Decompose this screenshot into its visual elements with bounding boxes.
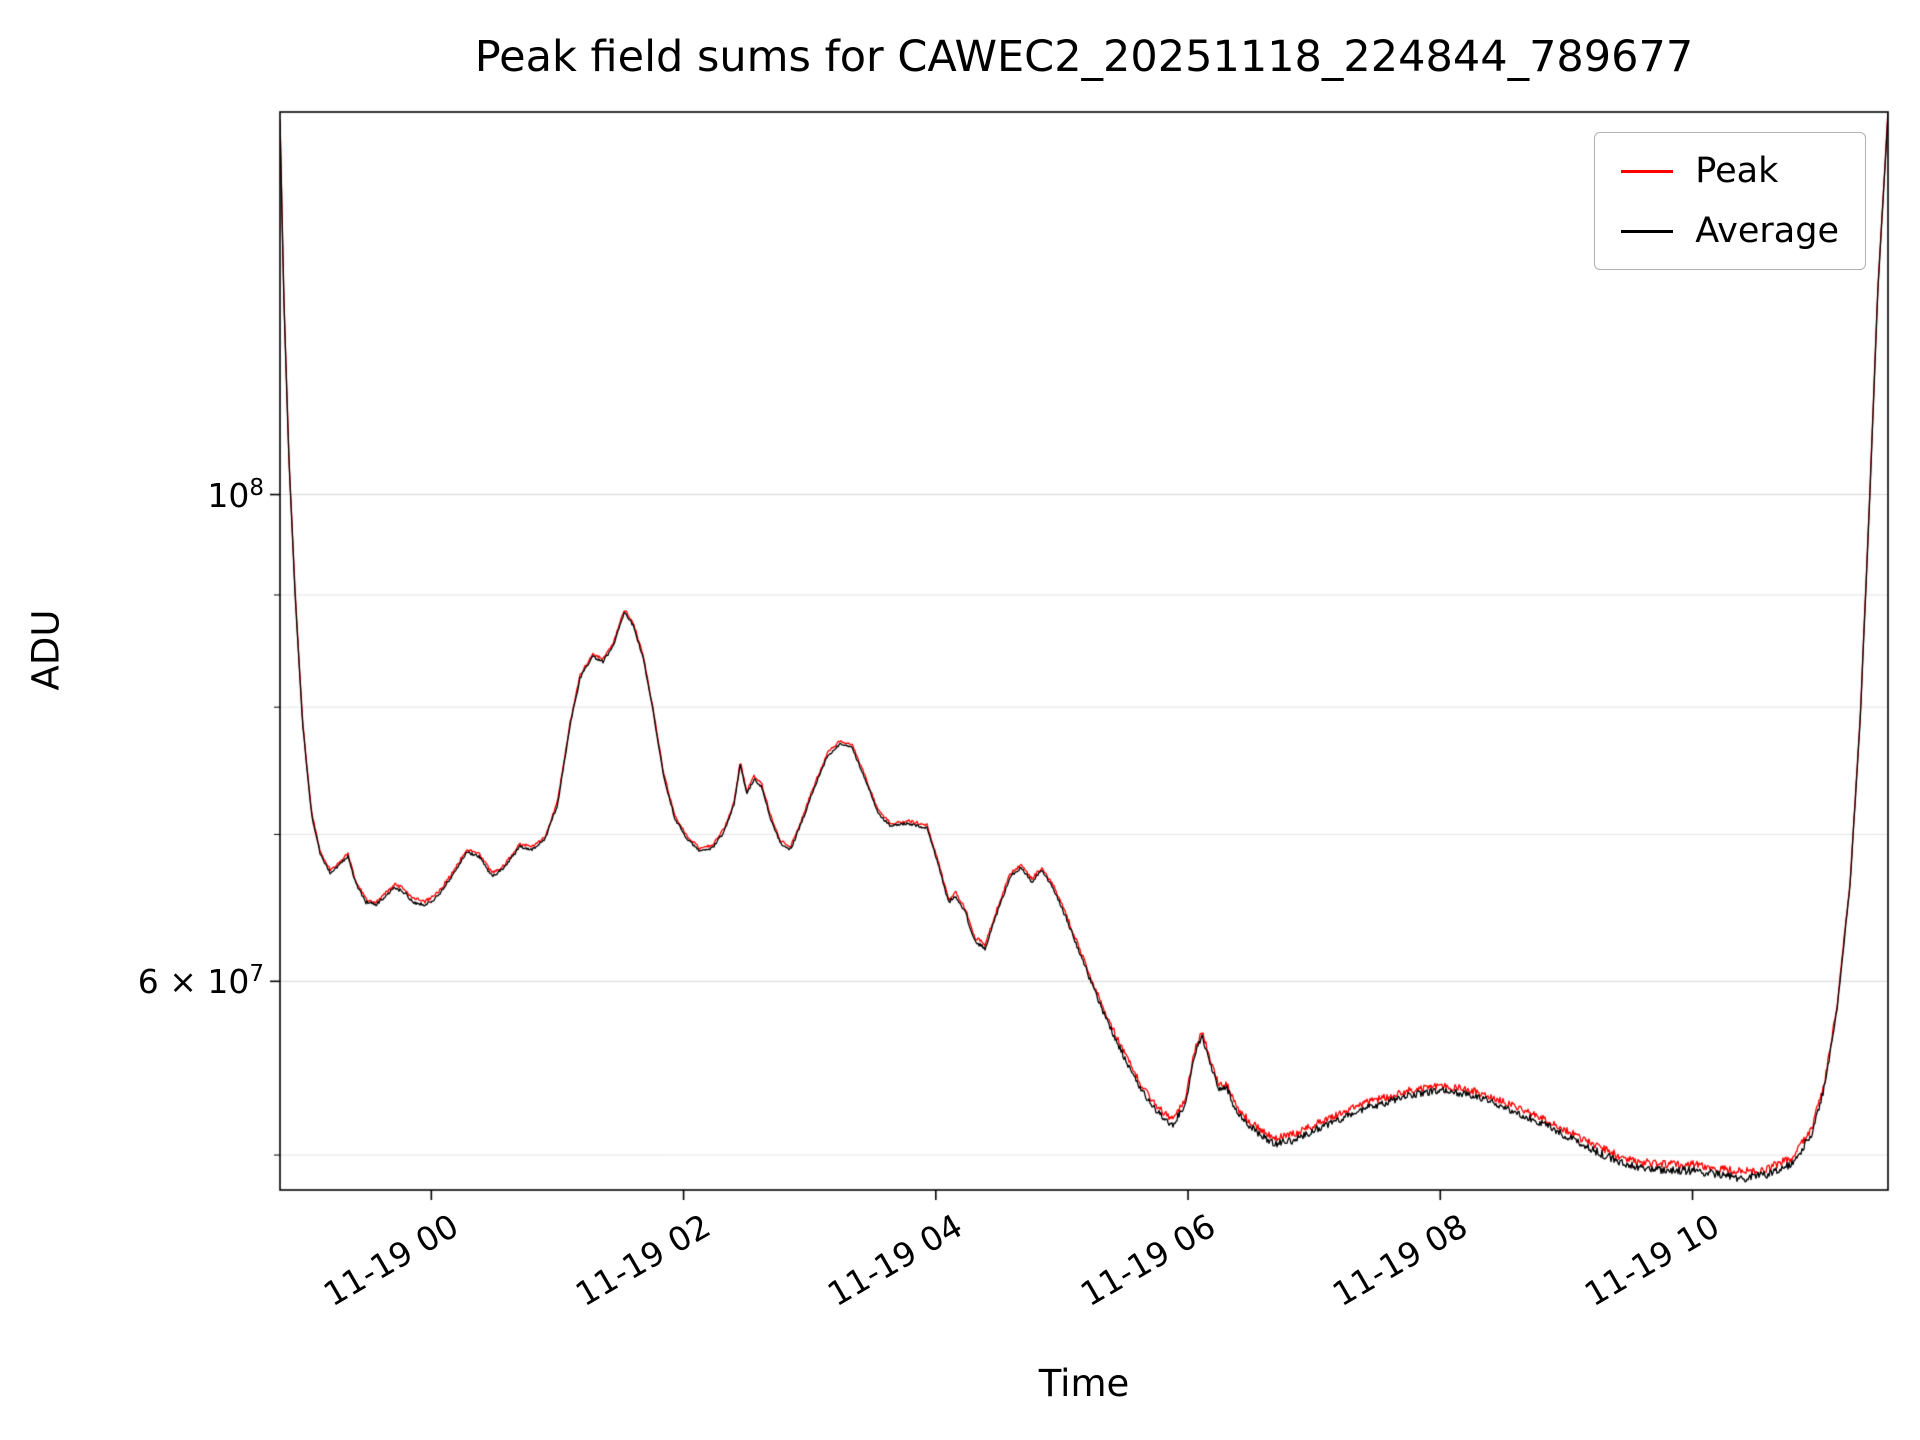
legend-label-peak: Peak xyxy=(1695,151,1779,191)
legend-item-average: Average xyxy=(1621,211,1839,251)
average-line-sample xyxy=(1621,229,1674,233)
y-tick-label: 6 × 107 xyxy=(137,961,264,1002)
legend-item-peak: Peak xyxy=(1621,151,1839,191)
legend-label-average: Average xyxy=(1695,211,1839,251)
x-axis-label: Time xyxy=(1038,1362,1130,1405)
y-tick-label: 108 xyxy=(207,474,264,515)
chart-title: Peak field sums for CAWEC2_20251118_2248… xyxy=(474,32,1694,82)
y-axis-label: ADU xyxy=(24,609,68,691)
legend: Peak Average xyxy=(1594,132,1866,270)
peak-line-sample xyxy=(1621,169,1674,173)
